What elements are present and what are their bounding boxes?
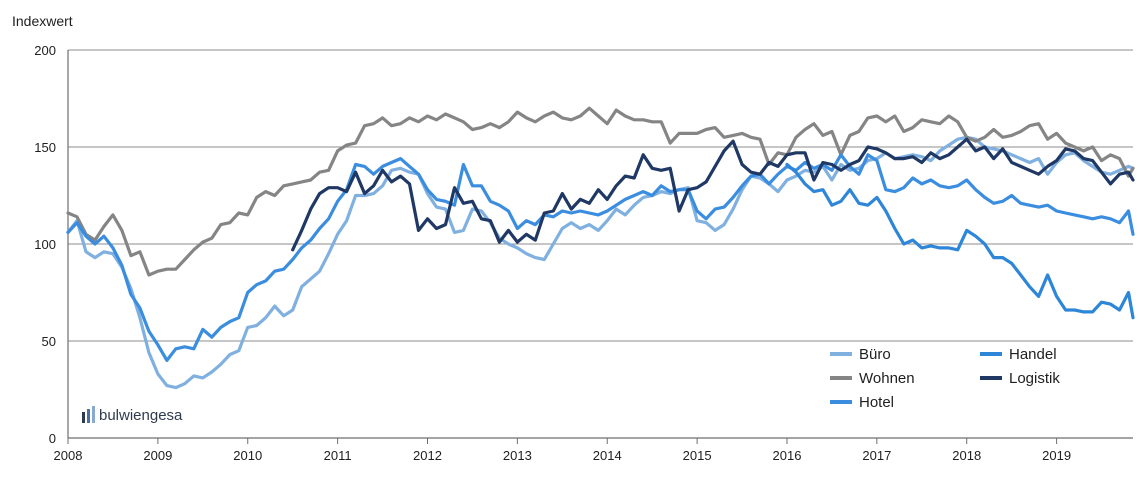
brand-logo: bulwiengesa xyxy=(82,406,183,424)
x-axis: 2008 2009 2010 2011 2012 2013 2014 2015 2016 2017… xyxy=(54,50,1133,463)
y-tick-label: 100 xyxy=(34,237,56,252)
legend-label: Büro xyxy=(859,346,891,363)
series-line-büro xyxy=(66,135,1135,390)
series-lines xyxy=(66,106,1135,390)
gridlines xyxy=(68,49,1133,342)
x-tick-label: 2012 xyxy=(413,448,442,463)
y-tick-label: 50 xyxy=(42,334,56,349)
y-axis-label: Indexwert xyxy=(12,13,73,29)
logo-bar-3 xyxy=(92,406,95,423)
legend-label: Hotel xyxy=(859,394,894,411)
x-tick-label: 2008 xyxy=(54,448,83,463)
x-tick-label: 2014 xyxy=(593,448,622,463)
legend: Büro Handel Wohnen Logistik Hotel xyxy=(830,346,1060,411)
logo-bar-2 xyxy=(87,409,90,423)
x-tick-label: 2016 xyxy=(773,448,802,463)
x-tick-label: 2010 xyxy=(233,448,262,463)
x-tick-label: 2013 xyxy=(503,448,532,463)
brand-name: bulwiengesa xyxy=(99,407,183,424)
x-tick-label: 2017 xyxy=(862,448,891,463)
series-line-hotel xyxy=(66,153,1135,362)
legend-label: Handel xyxy=(1009,346,1057,363)
x-tick-label: 2011 xyxy=(324,448,352,463)
y-tick-label: 0 xyxy=(49,431,56,446)
y-tick-label: 200 xyxy=(34,43,56,58)
x-tick-label: 2015 xyxy=(683,448,712,463)
x-tick-label: 2018 xyxy=(952,448,981,463)
series-line-wohnen xyxy=(66,106,1135,277)
x-tick-label: 2019 xyxy=(1042,448,1071,463)
y-axis-ticks: 0 50 100 150 200 xyxy=(34,43,56,446)
legend-label: Wohnen xyxy=(859,370,915,387)
series-line-handel xyxy=(785,162,1135,320)
legend-label: Logistik xyxy=(1009,370,1060,387)
series-line-logistik xyxy=(291,137,1135,252)
x-tick-label: 2009 xyxy=(143,448,172,463)
logo-bar-1 xyxy=(82,412,85,423)
y-tick-label: 150 xyxy=(34,140,56,155)
